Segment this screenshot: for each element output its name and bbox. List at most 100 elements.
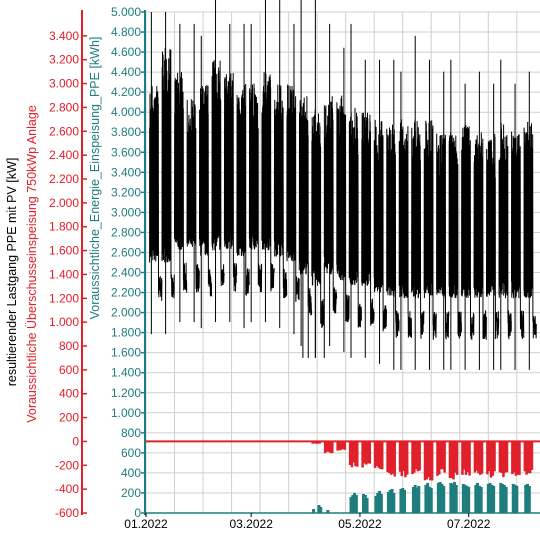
energy-bar-2022-06-29 xyxy=(463,484,467,513)
load-week-2022-01-10 xyxy=(161,47,175,299)
axis-tick-label-energy: 1.800 xyxy=(111,326,141,340)
load-week-2022-04-18 xyxy=(336,95,350,323)
axis-tick-label-left: 1.800 xyxy=(49,220,79,234)
energy-bar-2022-04-05 xyxy=(312,508,316,513)
energy-bar-2022-07-22 xyxy=(504,486,508,513)
axis-tick-label-energy: 5.000 xyxy=(111,5,141,19)
load-week-2022-02-14 xyxy=(223,72,238,292)
axis-tick-label-left: 2.200 xyxy=(49,172,79,186)
load-week-2022-03-21 xyxy=(286,84,300,302)
axis-tick-label-left: 1.000 xyxy=(49,315,79,329)
axis-tick-label-energy: 3.200 xyxy=(111,185,141,199)
energy-bar-2022-04-27 xyxy=(351,494,355,513)
energy-bar-2022-05-18 xyxy=(388,489,392,513)
axis-tick-label-left: -400 xyxy=(55,482,79,496)
axis-tick-label-left: 200 xyxy=(59,411,79,425)
load-week-2022-04-04 xyxy=(311,109,325,329)
axis-tick-label-energy: 2.200 xyxy=(111,286,141,300)
axes: -600 -400 -200 0 200 400 600 800 1.000 1.200 1.400… xyxy=(49,5,540,531)
energy-bar-2022-05-17 xyxy=(386,491,390,513)
axis-tick-label-x: 07.2022 xyxy=(447,517,491,531)
energy-bar-2022-06-21 xyxy=(449,482,453,513)
energy-bar-2022-07-19 xyxy=(499,482,503,513)
axis-tick-label-left: 3.200 xyxy=(49,53,79,67)
energy-bar-2022-06-28 xyxy=(461,483,465,513)
load-week-2022-01-24 xyxy=(186,99,200,293)
energy-bar-2022-07-01 xyxy=(467,486,471,513)
energy-bar-2022-06-23 xyxy=(452,481,456,513)
load-week-2022-02-21 xyxy=(236,83,250,296)
load-week-2022-05-09 xyxy=(373,119,387,332)
energy-bar-2022-07-26 xyxy=(511,483,515,513)
axis-tick-label-energy: 1.000 xyxy=(111,406,141,420)
series-surplus-feed-in xyxy=(146,440,540,481)
load-week-2022-06-06 xyxy=(423,120,437,340)
energy-bar-2022-07-07 xyxy=(477,485,481,513)
energy-bar-2022-06-14 xyxy=(436,482,440,513)
load-week-2022-03-07 xyxy=(261,72,275,292)
axis-title-energy-feed-in: Voraussichtliche_Energie_Einspeisung_PPE… xyxy=(88,37,102,320)
axis-tick-label-energy: 2.600 xyxy=(111,245,141,259)
axis-tick-label-energy: 0 xyxy=(134,506,141,520)
load-week-2022-05-30 xyxy=(411,119,425,339)
axis-tick-label-left: -200 xyxy=(55,458,79,472)
axis-title-load-curve: resultierender Lastgang PPE mit PV [kW] xyxy=(5,158,19,387)
energy-bar-2022-05-11 xyxy=(376,492,380,513)
energy-bar-2022-08-04 xyxy=(527,485,531,513)
axis-tick-label-energy: 400 xyxy=(121,466,141,480)
energy-bar-2022-06-01 xyxy=(413,484,417,513)
load-week-2022-04-11 xyxy=(323,96,338,314)
load-week-2022-06-13 xyxy=(436,133,450,340)
energy-bar-2022-07-21 xyxy=(502,484,506,513)
axis-tick-label-energy: 2.000 xyxy=(111,306,141,320)
energy-bar-2022-05-24 xyxy=(399,488,403,513)
energy-bar-2022-07-13 xyxy=(488,482,492,513)
energy-bar-2022-07-28 xyxy=(515,485,519,513)
axis-tick-label-energy: 4.800 xyxy=(111,25,141,39)
axis-tick-label-energy: 3.600 xyxy=(111,145,141,159)
axis-tick-label-left: 0 xyxy=(72,434,79,448)
axis-tick-label-x: 01.2022 xyxy=(124,517,168,531)
axis-tick-label-energy: 4.400 xyxy=(111,65,141,79)
load-week-2022-07-04 xyxy=(473,132,487,340)
load-week-2022-03-14 xyxy=(273,84,288,299)
axis-tick-label-energy: 200 xyxy=(121,486,141,500)
energy-bar-2022-07-12 xyxy=(486,483,490,513)
axis-tick-label-x: 05.2022 xyxy=(338,517,382,531)
energy-bar-2022-06-17 xyxy=(442,485,446,513)
energy-bar-2022-04-29 xyxy=(354,494,358,513)
axis-tick-label-energy: 3.800 xyxy=(111,125,141,139)
energy-bar-2022-08-02 xyxy=(524,484,528,513)
axis-tick-label-left: 2.000 xyxy=(49,196,79,210)
energy-bar-2022-05-04 xyxy=(363,494,367,513)
axis-tick-label-energy: 4.200 xyxy=(111,85,141,99)
axis-tick-label-left: 600 xyxy=(59,363,79,377)
axis-tick-label-energy: 4.600 xyxy=(111,45,141,59)
axis-title-surplus-feed-in: Voraussichtliche Überschusseinspeisung 7… xyxy=(25,105,39,423)
axis-tick-label-energy: 3.400 xyxy=(111,165,141,179)
energy-bar-2022-06-08 xyxy=(426,482,430,513)
series-load-curve xyxy=(149,0,537,370)
axis-tick-label-energy: 4.000 xyxy=(111,105,141,119)
energy-bar-2022-07-06 xyxy=(476,482,480,513)
energy-bar-2022-06-22 xyxy=(451,483,455,513)
axis-tick-label-left: 800 xyxy=(59,339,79,353)
axis-tick-label-left: 2.800 xyxy=(49,100,79,114)
energy-bar-2022-05-25 xyxy=(401,487,405,513)
load-week-2022-08-01 xyxy=(523,121,537,339)
load-week-2022-07-11 xyxy=(486,133,500,340)
energy-bar-2022-04-28 xyxy=(353,492,357,513)
energy-bar-2022-07-08 xyxy=(479,486,483,513)
axis-tick-label-left: 1.200 xyxy=(49,291,79,305)
axis-tick-label-left: 400 xyxy=(59,387,79,401)
energy-bar-2022-08-03 xyxy=(526,483,530,513)
energy-bar-2022-07-27 xyxy=(513,484,517,513)
series-energy-feed-in xyxy=(312,481,531,513)
energy-bar-2022-06-24 xyxy=(454,484,458,513)
load-week-2022-05-16 xyxy=(386,124,400,338)
energy-bar-2022-05-20 xyxy=(392,492,396,513)
energy-bar-2022-06-10 xyxy=(429,487,433,513)
energy-bar-2022-04-08 xyxy=(317,504,321,513)
axis-tick-label-left: 2.600 xyxy=(49,124,79,138)
axis-tick-label-energy: 1.400 xyxy=(111,366,141,380)
